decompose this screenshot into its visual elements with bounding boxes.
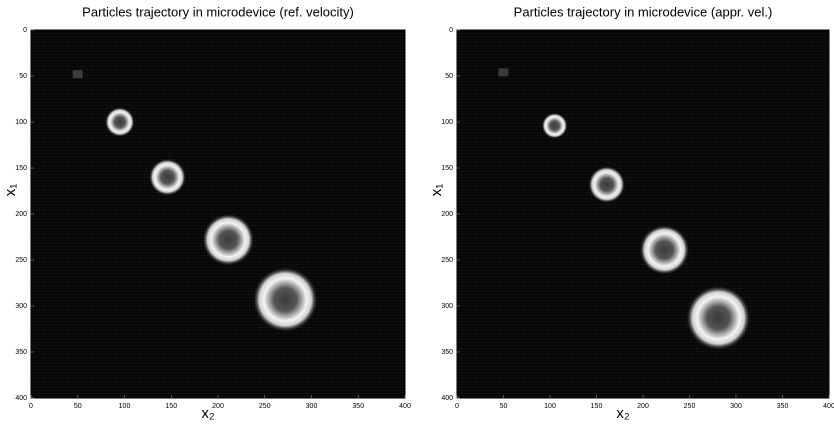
chart-title: Particles trajectory in microdevice (app… [514,4,773,19]
y-tick-label: 300 [15,303,27,310]
x-tick-label: 350 [352,403,364,410]
x-tick-label: 0 [455,403,459,410]
x-tick-label: 100 [119,403,131,410]
x-tick-label: 50 [74,403,82,410]
y-tick-label: 400 [15,395,27,402]
plot-area [456,29,830,399]
y-axis-label: x₁ [2,184,19,197]
x-tick-label: 100 [544,403,556,410]
y-tick-label: 400 [441,395,453,402]
y-axis-label: x₁ [428,184,445,197]
y-tick-label: 200 [15,211,27,218]
y-tick-label: 250 [15,257,27,264]
x-axis-label: x₂ [201,405,215,422]
y-tick-label: 200 [441,211,453,218]
y-tick-label: 0 [23,27,27,34]
x-tick-label: 300 [730,403,742,410]
x-tick-label: 300 [306,403,318,410]
y-tick-label: 50 [19,73,27,80]
y-tick-label: 350 [15,349,27,356]
particle [639,224,690,275]
y-tick-label: 250 [441,257,453,264]
x-tick-label: 150 [591,403,603,410]
particle [541,112,568,139]
x-tick-label: 250 [684,403,696,410]
y-tick-label: 150 [441,165,453,172]
reference-square [72,70,83,79]
y-tick-label: 150 [15,165,27,172]
particle [148,158,187,196]
particle [685,285,751,351]
y-tick-label: 350 [441,349,453,356]
x-tick-label: 350 [777,403,789,410]
x-tick-label: 400 [823,403,834,410]
x-axis-label: x₂ [616,405,630,422]
particle [104,107,135,137]
y-tick-label: 100 [15,119,27,126]
x-tick-label: 50 [500,403,508,410]
reference-square [498,68,509,77]
plot-area [30,29,406,399]
chart-title: Particles trajectory in microdevice (ref… [82,4,354,19]
y-tick-label: 50 [445,73,453,80]
particle [252,266,319,333]
particle [202,213,255,266]
x-tick-label: 150 [165,403,177,410]
x-tick-label: 200 [212,403,224,410]
y-tick-label: 300 [441,303,453,310]
y-tick-label: 0 [449,27,453,34]
particle [588,165,626,204]
x-tick-label: 400 [399,403,411,410]
x-tick-label: 250 [259,403,271,410]
x-tick-label: 0 [29,403,33,410]
x-tick-label: 200 [637,403,649,410]
y-tick-label: 100 [441,119,453,126]
